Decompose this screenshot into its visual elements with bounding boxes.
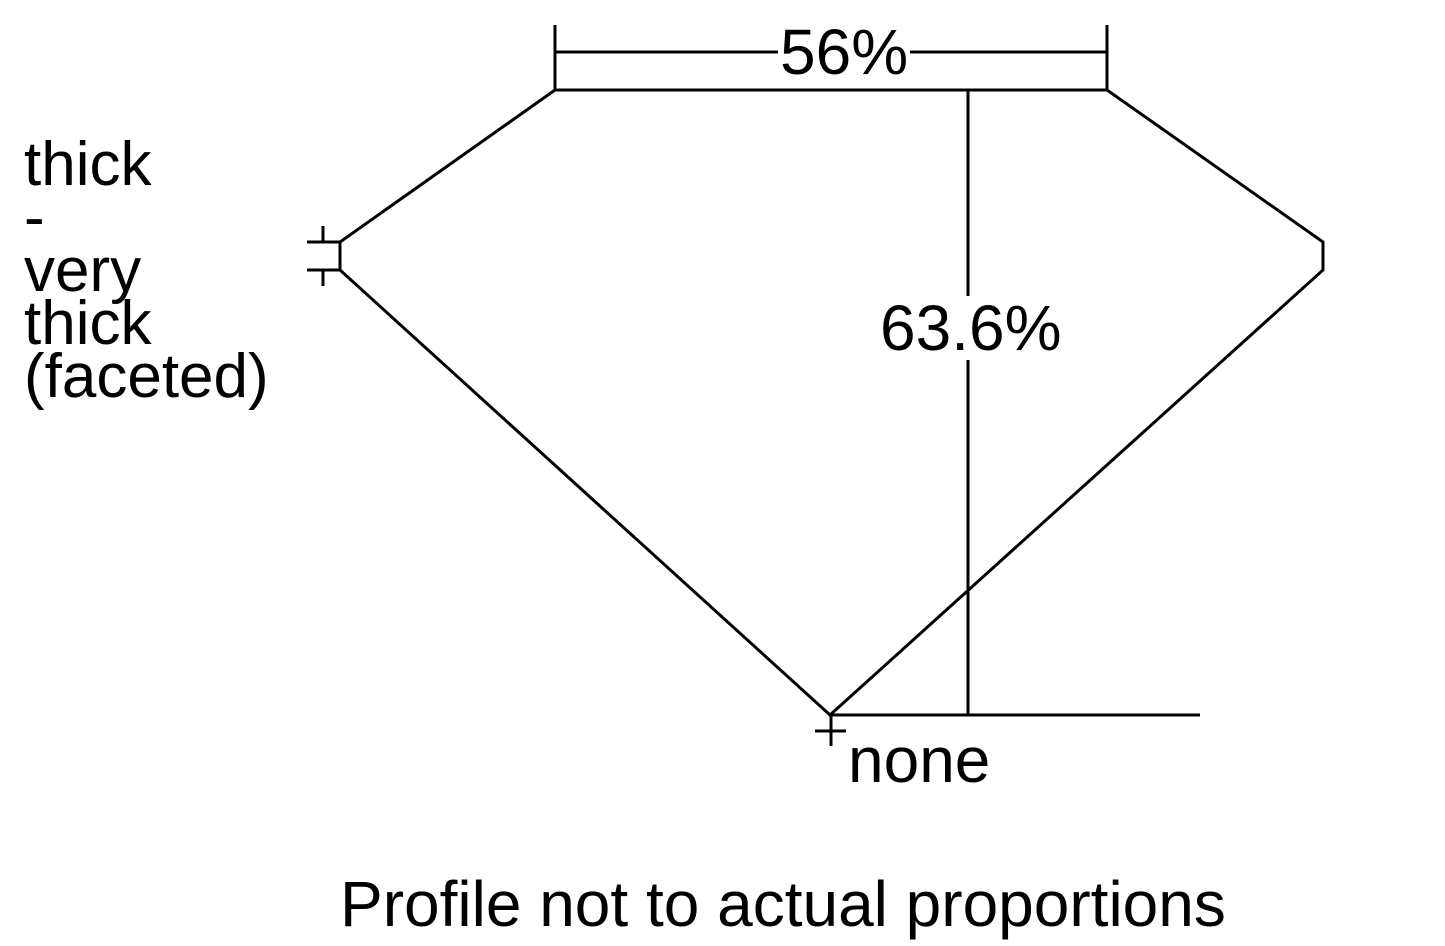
- table-percent-label: 56%: [778, 16, 911, 88]
- culet-label: none: [848, 724, 991, 796]
- girdle-label-line: thick: [24, 289, 152, 358]
- girdle-label-line: (faceted): [24, 342, 269, 411]
- girdle-label-line: thick: [24, 130, 152, 199]
- girdle-label: thick - very thick (faceted): [24, 130, 269, 411]
- proportions-note: Profile not to actual proportions: [340, 868, 1226, 940]
- depth-percent-label: 63.6%: [880, 292, 1062, 364]
- gem-outline: [338, 88, 1325, 718]
- girdle-label-line: -: [24, 183, 45, 252]
- girdle-label-line: very: [24, 236, 142, 305]
